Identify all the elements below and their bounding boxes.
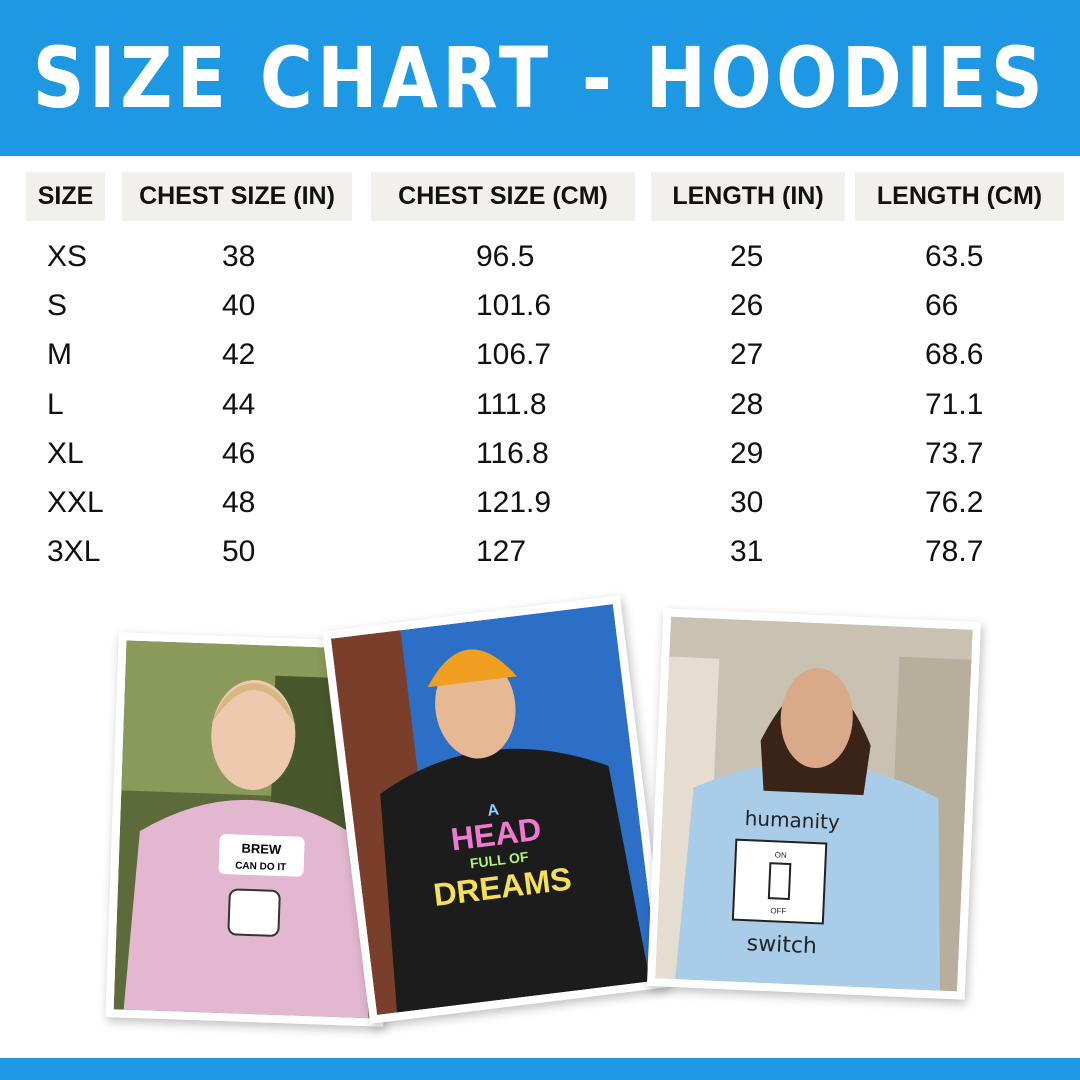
print-line: OFF bbox=[770, 906, 786, 916]
table-cell: 48 bbox=[222, 486, 256, 519]
bottom-bar bbox=[0, 1058, 1080, 1080]
table-cell: 26 bbox=[730, 289, 764, 323]
table-cell: 29 bbox=[730, 436, 764, 470]
table-cell: 38 bbox=[222, 240, 256, 273]
table-cell: 106.7 bbox=[476, 338, 552, 372]
table-cell: 44 bbox=[222, 387, 256, 421]
photo-black-hoodie: A HEAD FULL OF DREAMS bbox=[322, 595, 668, 1024]
table-cell: S bbox=[47, 289, 68, 323]
table-cell: 73.7 bbox=[925, 436, 984, 470]
table-cell: 42 bbox=[222, 338, 256, 372]
table-cell: 3XL bbox=[47, 535, 101, 569]
table-cell: 27 bbox=[730, 338, 764, 372]
print-line: CAN DO IT bbox=[235, 860, 286, 873]
column-header: LENGTH (CM) bbox=[855, 172, 1064, 221]
table-cell: 63.5 bbox=[925, 240, 984, 273]
table-cell: 96.5 bbox=[476, 240, 535, 273]
table-cell: XL bbox=[47, 436, 84, 470]
table-cell: 121.9 bbox=[476, 486, 552, 519]
table-cell: 111.8 bbox=[476, 387, 547, 421]
table-cell: 68.6 bbox=[925, 338, 984, 372]
column-header: LENGTH (IN) bbox=[651, 172, 845, 221]
table-cell: L bbox=[47, 387, 64, 421]
table-cell: 50 bbox=[222, 535, 256, 569]
table-cell: 46 bbox=[222, 436, 256, 470]
table-cell: 78.7 bbox=[925, 535, 984, 569]
table-cell: 116.8 bbox=[476, 436, 549, 470]
print-line: switch bbox=[746, 931, 817, 959]
column-header: CHEST SIZE (IN) bbox=[122, 172, 352, 221]
blue-hoodie-image: humanity ON OFF switch bbox=[655, 616, 973, 992]
black-hoodie-image: A HEAD FULL OF DREAMS bbox=[330, 604, 660, 1015]
table-cell: 31 bbox=[730, 535, 764, 569]
photo-pink-hoodie: BREW CAN DO IT bbox=[105, 632, 397, 1027]
table-cell: 30 bbox=[730, 486, 764, 519]
table-cell: 127 bbox=[476, 535, 527, 569]
photo-blue-hoodie: humanity ON OFF switch bbox=[646, 608, 982, 1000]
table-cell: 40 bbox=[222, 289, 256, 323]
table-cell: 76.2 bbox=[925, 486, 984, 519]
table-cell: 28 bbox=[730, 387, 764, 421]
print-line: ON bbox=[775, 850, 788, 860]
table-cell: XXL bbox=[47, 486, 104, 519]
table-cell: XS bbox=[47, 240, 88, 273]
print-line: FULL OF bbox=[469, 848, 530, 871]
table-cell: 101.6 bbox=[476, 289, 552, 323]
table-cell: 71.1 bbox=[925, 387, 984, 421]
print-line: BREW bbox=[241, 841, 282, 857]
pink-hoodie-image: BREW CAN DO IT bbox=[113, 640, 389, 1019]
print-line: humanity bbox=[744, 806, 840, 834]
table-cell: M bbox=[47, 338, 72, 372]
table-cell: 66 bbox=[925, 289, 959, 323]
title-banner: SIZE CHART - HOODIES bbox=[0, 0, 1080, 156]
table-cell: 25 bbox=[730, 240, 764, 273]
column-header: SIZE bbox=[26, 172, 105, 221]
print-line: A bbox=[486, 802, 500, 820]
page-title: SIZE CHART - HOODIES bbox=[32, 29, 1048, 127]
column-header: CHEST SIZE (CM) bbox=[371, 172, 635, 221]
